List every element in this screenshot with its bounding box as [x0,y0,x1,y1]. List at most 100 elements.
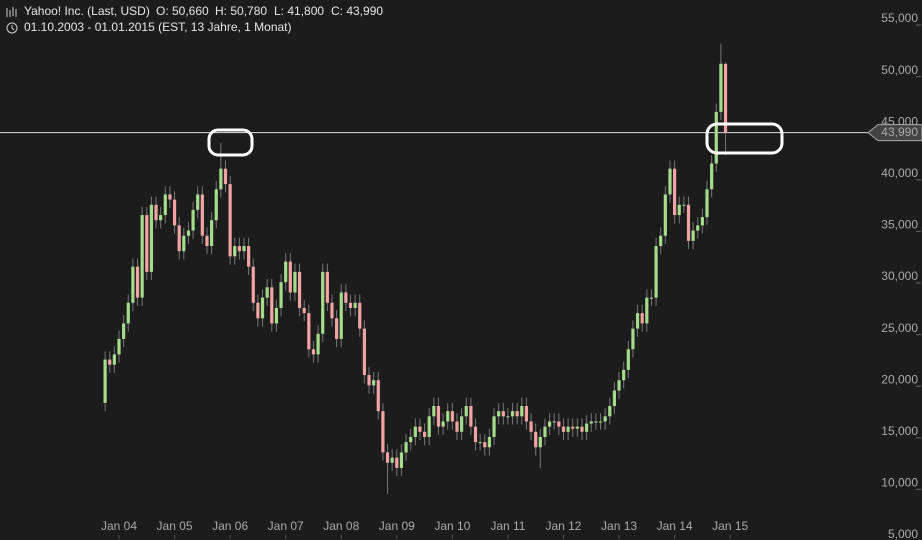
candle-body [122,323,126,339]
x-tick-label: Jan 10 [434,519,470,533]
last-price-tag [867,124,922,142]
x-tick-label: Jan 14 [657,519,693,533]
candle-body [135,266,140,298]
candle-body [395,457,399,468]
candle-body [529,421,533,432]
candle-body [649,297,654,299]
y-tick-label: 15,000 [881,424,918,438]
candle-body [316,333,320,355]
x-tick-label: Jan 15 [712,519,748,533]
candle-body [237,246,241,252]
ohlc-close: C: 43,990 [331,4,383,18]
candle-body [200,194,204,236]
candle-body [691,230,695,241]
candle-body [381,411,385,453]
candle-body [182,235,186,252]
candle-body [663,194,667,236]
candle-body [191,209,195,231]
y-tick-label: 10,000 [881,476,918,490]
x-tick-label: Jan 09 [379,519,415,533]
candle-body [635,313,640,329]
candle-body [510,411,515,417]
subtitle: 01.10.2003 - 01.01.2015 (EST, 13 Jahre, … [24,20,292,34]
candle-body [223,168,228,185]
candle-body [538,436,542,448]
candle-body [297,271,302,308]
candle-body [561,426,566,432]
candle-body [196,194,200,210]
candle-body [422,431,427,437]
candle-body [270,287,274,324]
candle-body [293,271,297,293]
candle-body [464,406,468,417]
y-tick-label: 25,000 [881,321,918,335]
candle-body [376,380,380,412]
candle-body [469,406,473,427]
candle-body [385,452,390,463]
candle-body [284,261,288,283]
candle-body [325,271,329,303]
candle-body [251,266,255,303]
candle-body [140,215,144,298]
candle-body [719,63,723,112]
candle-body [265,287,269,298]
candle-body [432,406,436,417]
highlight-2014 [705,122,784,155]
candle-body [168,194,172,200]
candle-body [446,411,450,422]
candle-body [172,199,177,226]
candle-body [520,406,524,417]
candle-body [108,359,112,365]
candle-body [427,416,431,437]
candle-body [353,302,357,308]
candle-body [177,225,181,252]
candle-body [339,292,343,339]
candle-body [344,292,348,303]
y-tick-label: 20,000 [881,372,918,386]
clock-icon [6,22,18,34]
candle-body [149,204,154,272]
candle-body [547,421,552,427]
candle-body [557,421,561,427]
candle-body [677,204,681,216]
candle-body [358,302,362,329]
candle-body [723,63,728,133]
y-tick-label: 30,000 [881,269,918,283]
candle-body [413,426,417,437]
candle-body [159,215,163,221]
candle-body [219,168,223,190]
candle-body [154,204,158,221]
x-tick-label: Jan 13 [601,519,637,533]
candle-body [335,318,339,339]
x-tick-label: Jan 12 [545,519,581,533]
candle-body [242,246,246,252]
y-tick-label: 5,000 [888,527,918,540]
candle-body [524,406,529,422]
candle-body [612,390,617,406]
ohlc-high: H: 50,780 [215,4,267,18]
candle-body [112,354,116,365]
candle-body [288,261,292,293]
candle-body [399,452,404,468]
candle-body [654,246,658,298]
candle-body [390,457,394,463]
candle-body [543,426,547,437]
candle-body [321,271,325,334]
candle-body [126,302,130,324]
candle-body [436,406,441,427]
candle-body [205,235,209,247]
candle-body [478,442,482,444]
y-tick-label: 50,000 [881,63,918,77]
candle-body [260,297,265,319]
candle-body [455,421,459,432]
candle-body [668,168,672,195]
candle-body [626,349,630,370]
candle-body [214,189,218,221]
candle-body [534,431,538,448]
candle-body [274,307,279,324]
candle-body [404,442,408,453]
candle-body [686,204,691,241]
candle-body [418,426,422,432]
title: Yahoo! Inc. (Last, USD) [24,4,150,18]
